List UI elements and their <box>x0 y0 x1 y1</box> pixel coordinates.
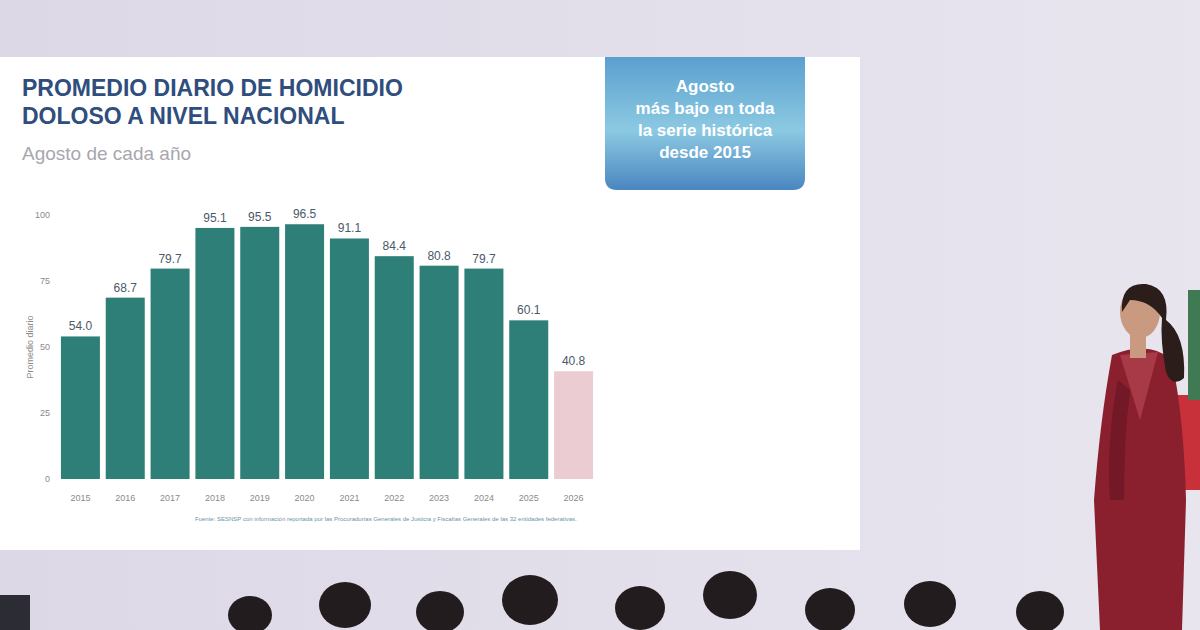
audience-head <box>703 571 757 619</box>
data-label: 91.1 <box>338 221 362 235</box>
annotation: Agosto <box>676 77 735 96</box>
y-axis-label: Promedio diario <box>25 315 35 378</box>
data-label: 79.7 <box>158 252 182 266</box>
data-label: 84.4 <box>383 239 407 253</box>
x-tick-label: 2022 <box>384 493 404 503</box>
bar <box>240 227 279 479</box>
annotation: desde 2015 <box>659 143 751 162</box>
source-note: Fuente: SESNSP con información reportada… <box>195 516 577 522</box>
y-tick-label: 100 <box>35 210 50 220</box>
y-tick-label: 75 <box>40 276 50 286</box>
bar <box>106 298 145 479</box>
x-tick-label: 2016 <box>115 493 135 503</box>
x-tick-label: 2015 <box>70 493 90 503</box>
bar <box>464 269 503 479</box>
tick-mark <box>54 347 57 348</box>
data-label: 95.1 <box>203 211 227 225</box>
bar <box>61 336 100 479</box>
bar <box>330 238 369 479</box>
bar <box>420 266 459 479</box>
presenter-arm <box>1109 380 1130 500</box>
audience-head <box>1016 591 1064 630</box>
x-tick-label: 2023 <box>429 493 449 503</box>
data-label: 68.7 <box>114 281 138 295</box>
data-label: 79.7 <box>472 252 496 266</box>
presenter-hair <box>1122 284 1184 382</box>
presenter-body <box>1094 349 1186 630</box>
x-tick-label: 2017 <box>160 493 180 503</box>
data-label: 60.1 <box>517 303 541 317</box>
flag <box>1188 290 1200 400</box>
audience-head <box>319 582 371 628</box>
audience-head <box>502 575 558 625</box>
audience-head <box>904 581 956 627</box>
title: PROMEDIO DIARIO DE HOMICIDIO <box>22 75 403 101</box>
data-label: 40.8 <box>562 354 586 368</box>
data-label: 95.5 <box>248 210 272 224</box>
tick-mark <box>54 281 57 282</box>
x-tick-label: 2025 <box>519 493 539 503</box>
audience-head <box>416 591 464 630</box>
x-tick-label: 2024 <box>474 493 494 503</box>
monitor <box>0 595 30 630</box>
tick-mark <box>54 215 57 216</box>
x-tick-label: 2018 <box>205 493 225 503</box>
tick-mark <box>54 479 57 480</box>
audience-head <box>228 596 272 630</box>
x-tick-label: 2026 <box>564 493 584 503</box>
slide <box>0 57 860 550</box>
bar <box>195 228 234 479</box>
bar <box>285 224 324 479</box>
annotation: la serie histórica <box>638 121 773 140</box>
x-tick-label: 2019 <box>250 493 270 503</box>
bar <box>375 256 414 479</box>
audience-head <box>805 588 855 630</box>
audience-head <box>615 586 665 630</box>
tick-mark <box>54 413 57 414</box>
data-label: 96.5 <box>293 207 317 221</box>
title: DOLOSO A NIVEL NACIONAL <box>22 103 344 129</box>
scene: PROMEDIO DIARIO DE HOMICIDIODOLOSO A NIV… <box>0 0 1200 630</box>
bars <box>61 224 593 479</box>
bar <box>151 269 190 479</box>
data-label: 80.8 <box>427 249 451 263</box>
data-label: 54.0 <box>69 319 93 333</box>
y-tick-label: 25 <box>40 408 50 418</box>
annotation: más bajo en toda <box>636 99 775 118</box>
x-tick-label: 2020 <box>295 493 315 503</box>
subtitle: Agosto de cada año <box>22 143 191 164</box>
bar <box>509 320 548 479</box>
bar <box>554 371 593 479</box>
y-tick-label: 50 <box>40 342 50 352</box>
badge <box>605 57 805 190</box>
y-tick-label: 0 <box>45 474 50 484</box>
wall <box>0 0 1200 630</box>
x-tick-label: 2021 <box>339 493 359 503</box>
